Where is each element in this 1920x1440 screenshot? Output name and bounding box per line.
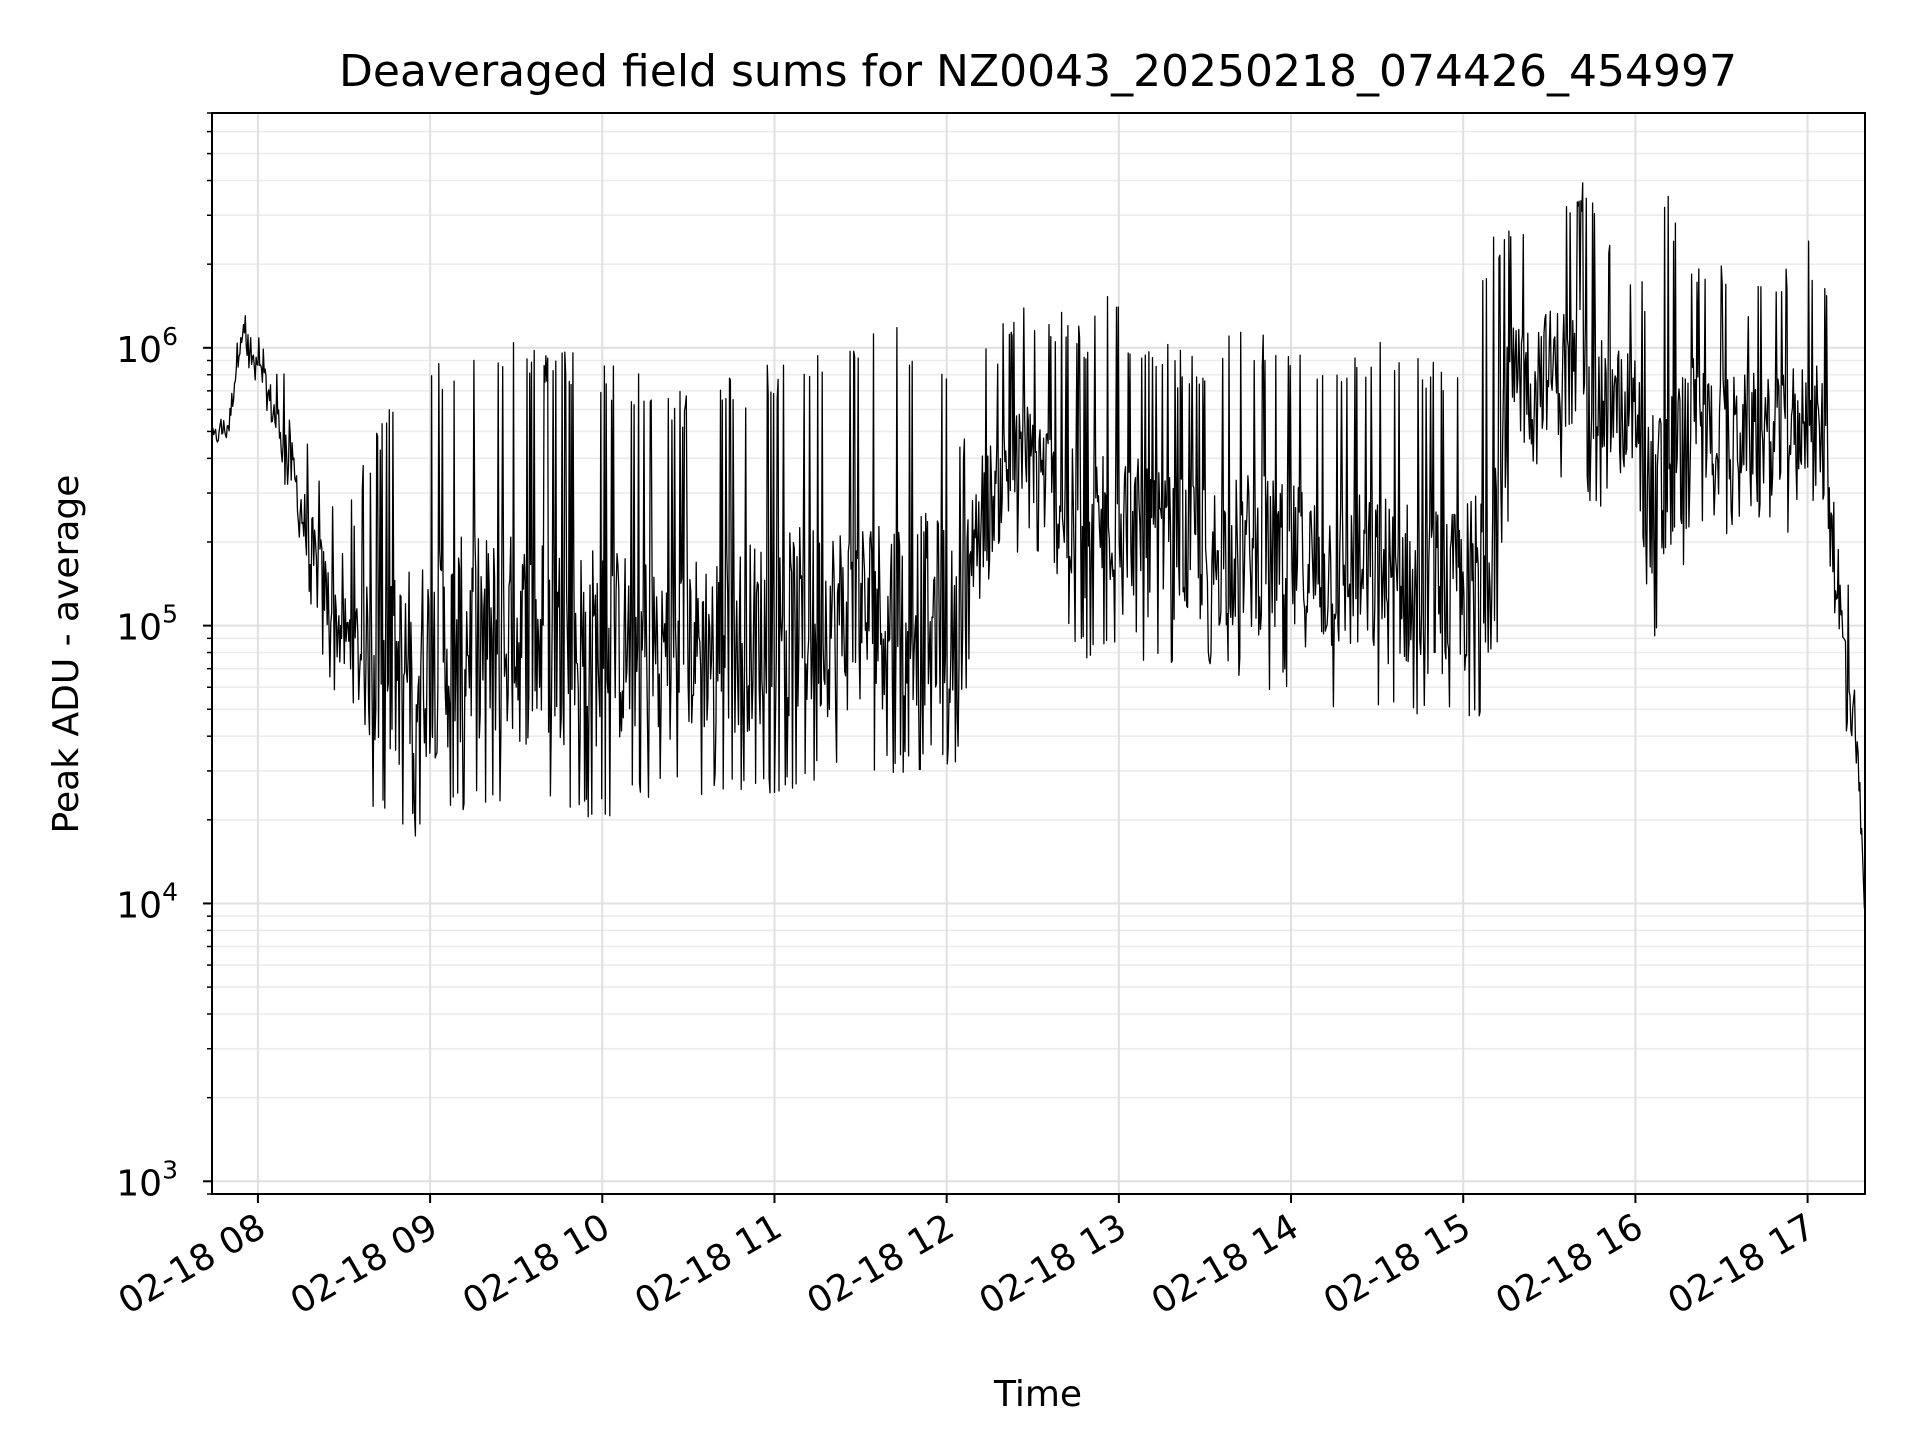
plot-area-frame xyxy=(211,112,1866,1195)
y-tick-label: 106 xyxy=(116,322,178,371)
x-axis-label: Time xyxy=(993,1374,1082,1415)
series-line xyxy=(211,182,1866,909)
y-tick-label: 105 xyxy=(116,600,178,649)
series-line-group xyxy=(211,182,1866,909)
y-tick-label: 103 xyxy=(116,1155,178,1204)
chart-title: Deaveraged field sums for NZ0043_2025021… xyxy=(339,46,1737,97)
y-axis-label: Peak ADU - average xyxy=(46,475,87,834)
y-tick-label: 104 xyxy=(116,877,178,926)
